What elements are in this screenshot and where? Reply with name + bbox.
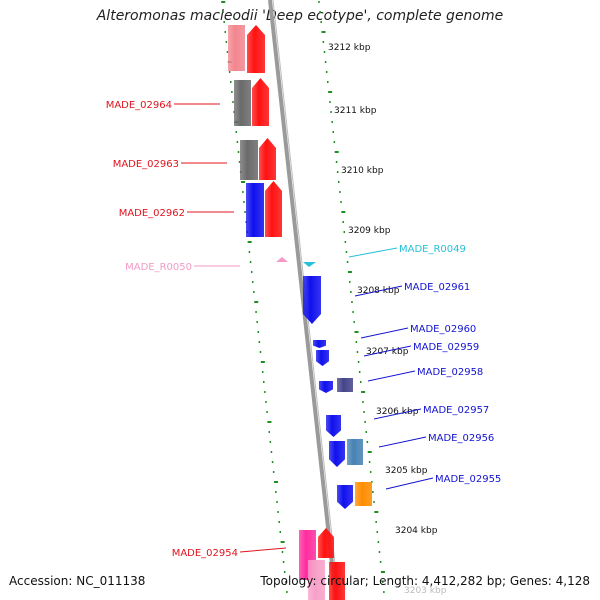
gene-block (234, 80, 251, 126)
label-leader-line (239, 547, 287, 553)
gene-block (329, 562, 345, 600)
genome-title: Alteromonas macleodii 'Deep ecotype', co… (96, 8, 504, 24)
gene-arrow (313, 340, 326, 348)
topology-label: Topology: circular; Length: 4,412,282 bp… (260, 574, 590, 588)
feature-label: MADE_02955 (435, 474, 501, 485)
label-leader-line (363, 345, 412, 357)
gene-block (355, 482, 372, 506)
ruler-label: 3207 kbp (366, 347, 409, 357)
label-leader-line (373, 408, 422, 420)
ruler-label: 3203 kbp (404, 586, 447, 596)
gene-block (246, 183, 264, 237)
ruler-label: 3205 kbp (385, 466, 428, 476)
feature-label: MADE_02961 (404, 282, 470, 293)
label-leader-line (367, 370, 416, 382)
gene-arrow (337, 485, 353, 509)
gene-block (228, 25, 245, 71)
feature-label: MADE_02962 (119, 208, 185, 219)
gene-arrow (319, 381, 333, 393)
rna-marker (276, 257, 288, 262)
gene-arrow (247, 25, 265, 73)
gene-arrow (318, 528, 334, 558)
label-leader-line (385, 477, 434, 490)
gene-block (308, 560, 325, 600)
feature-label: MADE_R0050 (125, 262, 192, 273)
gene-block (240, 140, 258, 180)
ruler-label: 3212 kbp (328, 43, 371, 53)
feature-label: MADE_R0049 (399, 244, 466, 255)
gene-arrow (265, 181, 282, 237)
gene-arrow (326, 415, 341, 437)
feature-label: MADE_02958 (417, 367, 483, 378)
feature-label: MADE_02963 (113, 159, 179, 170)
gene-arrow (316, 350, 329, 366)
ruler-label: 3211 kbp (334, 106, 377, 116)
ruler-label: 3206 kbp (376, 407, 419, 417)
ruler-label: 3209 kbp (348, 226, 391, 236)
feature-label: MADE_02954 (172, 548, 238, 559)
gene-arrow (303, 276, 321, 324)
feature-label: MADE_02959 (413, 342, 479, 353)
label-leader-line (360, 327, 409, 339)
gene-arrow (259, 138, 276, 180)
feature-label: MADE_02964 (106, 100, 172, 111)
gene-arrow (329, 441, 345, 467)
feature-label: MADE_02957 (423, 405, 489, 416)
ruler-label: 3204 kbp (395, 526, 438, 536)
ruler-label: 3210 kbp (341, 166, 384, 176)
label-leader-line (348, 247, 398, 258)
label-leader-line (354, 285, 403, 297)
feature-label: MADE_02960 (410, 324, 476, 335)
accession-label: Accession: NC_011138 (9, 574, 146, 588)
label-leader-line (378, 436, 427, 448)
rna-marker (303, 262, 316, 267)
gene-block (337, 378, 353, 392)
feature-label: MADE_02956 (428, 433, 494, 444)
gene-block (347, 439, 363, 465)
gene-arrow (252, 78, 269, 126)
